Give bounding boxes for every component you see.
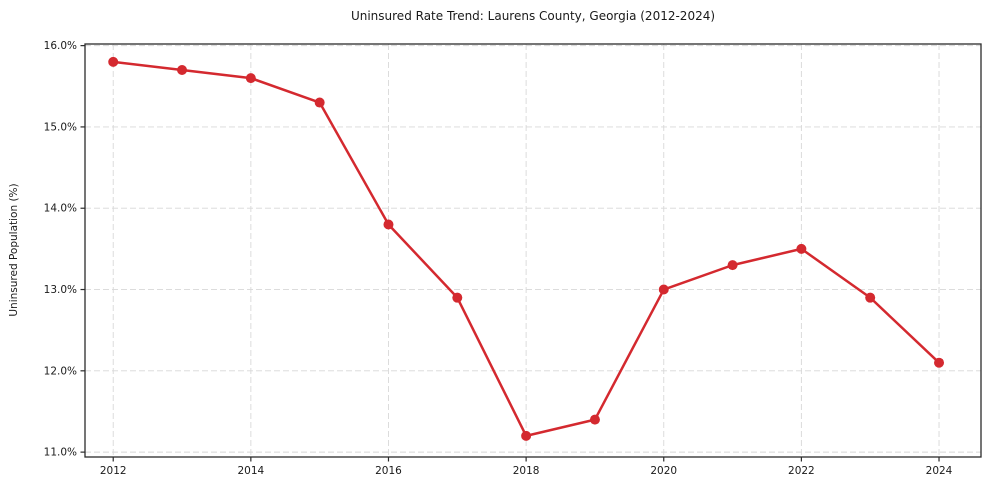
x-tick-label: 2012 [100, 465, 127, 477]
data-point [314, 97, 325, 108]
trend-line-group [108, 56, 945, 441]
data-point [383, 219, 394, 230]
data-point [865, 292, 876, 303]
x-tick-label: 2014 [237, 465, 264, 477]
x-tick-label: 2024 [926, 465, 953, 477]
data-point [108, 56, 119, 67]
axis-ticks [80, 45, 940, 462]
y-tick-label: 15.0% [44, 121, 77, 133]
data-point [658, 284, 669, 295]
x-tick-label: 2018 [513, 465, 540, 477]
data-point [589, 414, 600, 425]
data-point [452, 292, 463, 303]
plot-border [84, 43, 982, 458]
data-point [177, 65, 188, 76]
plot-frame [84, 43, 982, 458]
data-point [245, 73, 256, 84]
data-point [934, 357, 945, 368]
chart-title: Uninsured Rate Trend: Laurens County, Ge… [350, 9, 716, 23]
data-point [727, 260, 738, 271]
x-tick-label: 2020 [650, 465, 677, 477]
axis-tick-labels: 11.0% 12.0% 13.0% 14.0% 15.0% 16.0% 2012 2014 20… [44, 40, 953, 477]
y-tick-label: 13.0% [44, 284, 77, 296]
data-point [796, 243, 807, 254]
y-tick-label: 11.0% [44, 447, 77, 459]
x-tick-label: 2016 [375, 465, 402, 477]
x-tick-label: 2022 [788, 465, 815, 477]
y-tick-label: 16.0% [44, 40, 77, 52]
gridlines [85, 44, 981, 457]
y-tick-label: 12.0% [44, 365, 77, 377]
data-point [521, 430, 532, 441]
y-tick-label: 14.0% [44, 203, 77, 215]
